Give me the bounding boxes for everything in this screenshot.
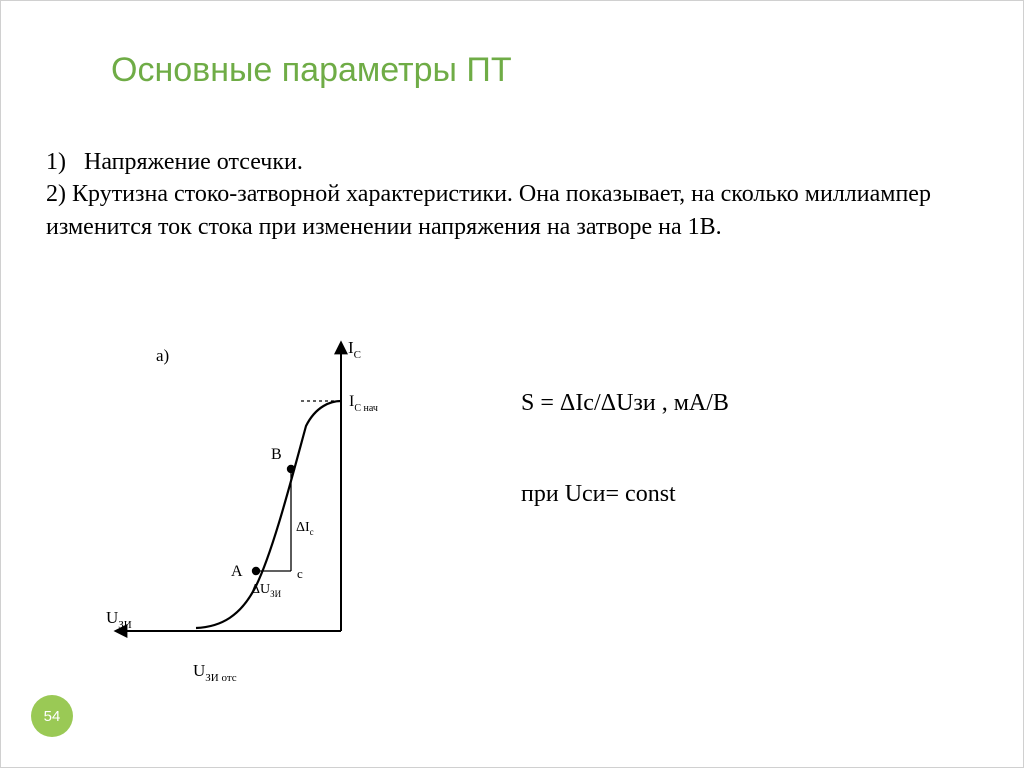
slide: Основные параметры ПТ 1) Напряжение отсе… bbox=[0, 0, 1024, 768]
ic-nach-sub: C нач bbox=[354, 403, 378, 414]
formula-line-1: S = ΔIc/ΔUзи , мА/В bbox=[521, 381, 729, 427]
dic-sub: c bbox=[310, 527, 314, 537]
du-main: ΔU bbox=[251, 582, 270, 597]
item2-text: Крутизна стоко-затворной характеристики.… bbox=[46, 181, 931, 239]
formula-line-2: при Uси= const bbox=[521, 472, 729, 518]
point-a-label: A bbox=[231, 563, 243, 580]
delta-uzi-label: ΔUЗИ bbox=[251, 582, 282, 599]
page-number-badge: 54 bbox=[31, 695, 73, 737]
slide-title: Основные параметры ПТ bbox=[111, 51, 512, 90]
item1-num: 1) bbox=[46, 149, 66, 175]
transfer-characteristic-graph: а) IC UЗИ IC нач B A c ΔIc bbox=[101, 331, 431, 701]
item1-text: Напряжение отсечки. bbox=[84, 149, 303, 175]
uzi-cutoff-main: U bbox=[193, 661, 205, 680]
y-label-sub: C bbox=[354, 349, 361, 361]
panel-label: а) bbox=[156, 346, 169, 365]
x-left-sub: ЗИ bbox=[118, 619, 132, 631]
uzi-cutoff-sub: ЗИ отс bbox=[205, 672, 237, 684]
x-left-main: U bbox=[106, 608, 118, 627]
item2-num: 2) bbox=[46, 181, 66, 207]
point-b-label: B bbox=[271, 446, 282, 463]
body-text: 1) Напряжение отсечки. 2) Крутизна стоко… bbox=[46, 146, 978, 243]
page-number: 54 bbox=[44, 708, 61, 725]
y-axis-label: IC bbox=[348, 338, 361, 361]
point-c-label: c bbox=[297, 566, 303, 581]
delta-ic-label: ΔIc bbox=[296, 520, 314, 537]
uzi-cutoff-label: UЗИ отс bbox=[193, 661, 237, 684]
formula-block: S = ΔIc/ΔUзи , мА/В при Uси= const bbox=[521, 381, 729, 518]
du-sub: ЗИ bbox=[270, 589, 282, 599]
ic-nach-label: IC нач bbox=[349, 393, 378, 414]
dic-main: ΔI bbox=[296, 520, 310, 535]
x-axis-left-label: UЗИ bbox=[106, 608, 132, 631]
